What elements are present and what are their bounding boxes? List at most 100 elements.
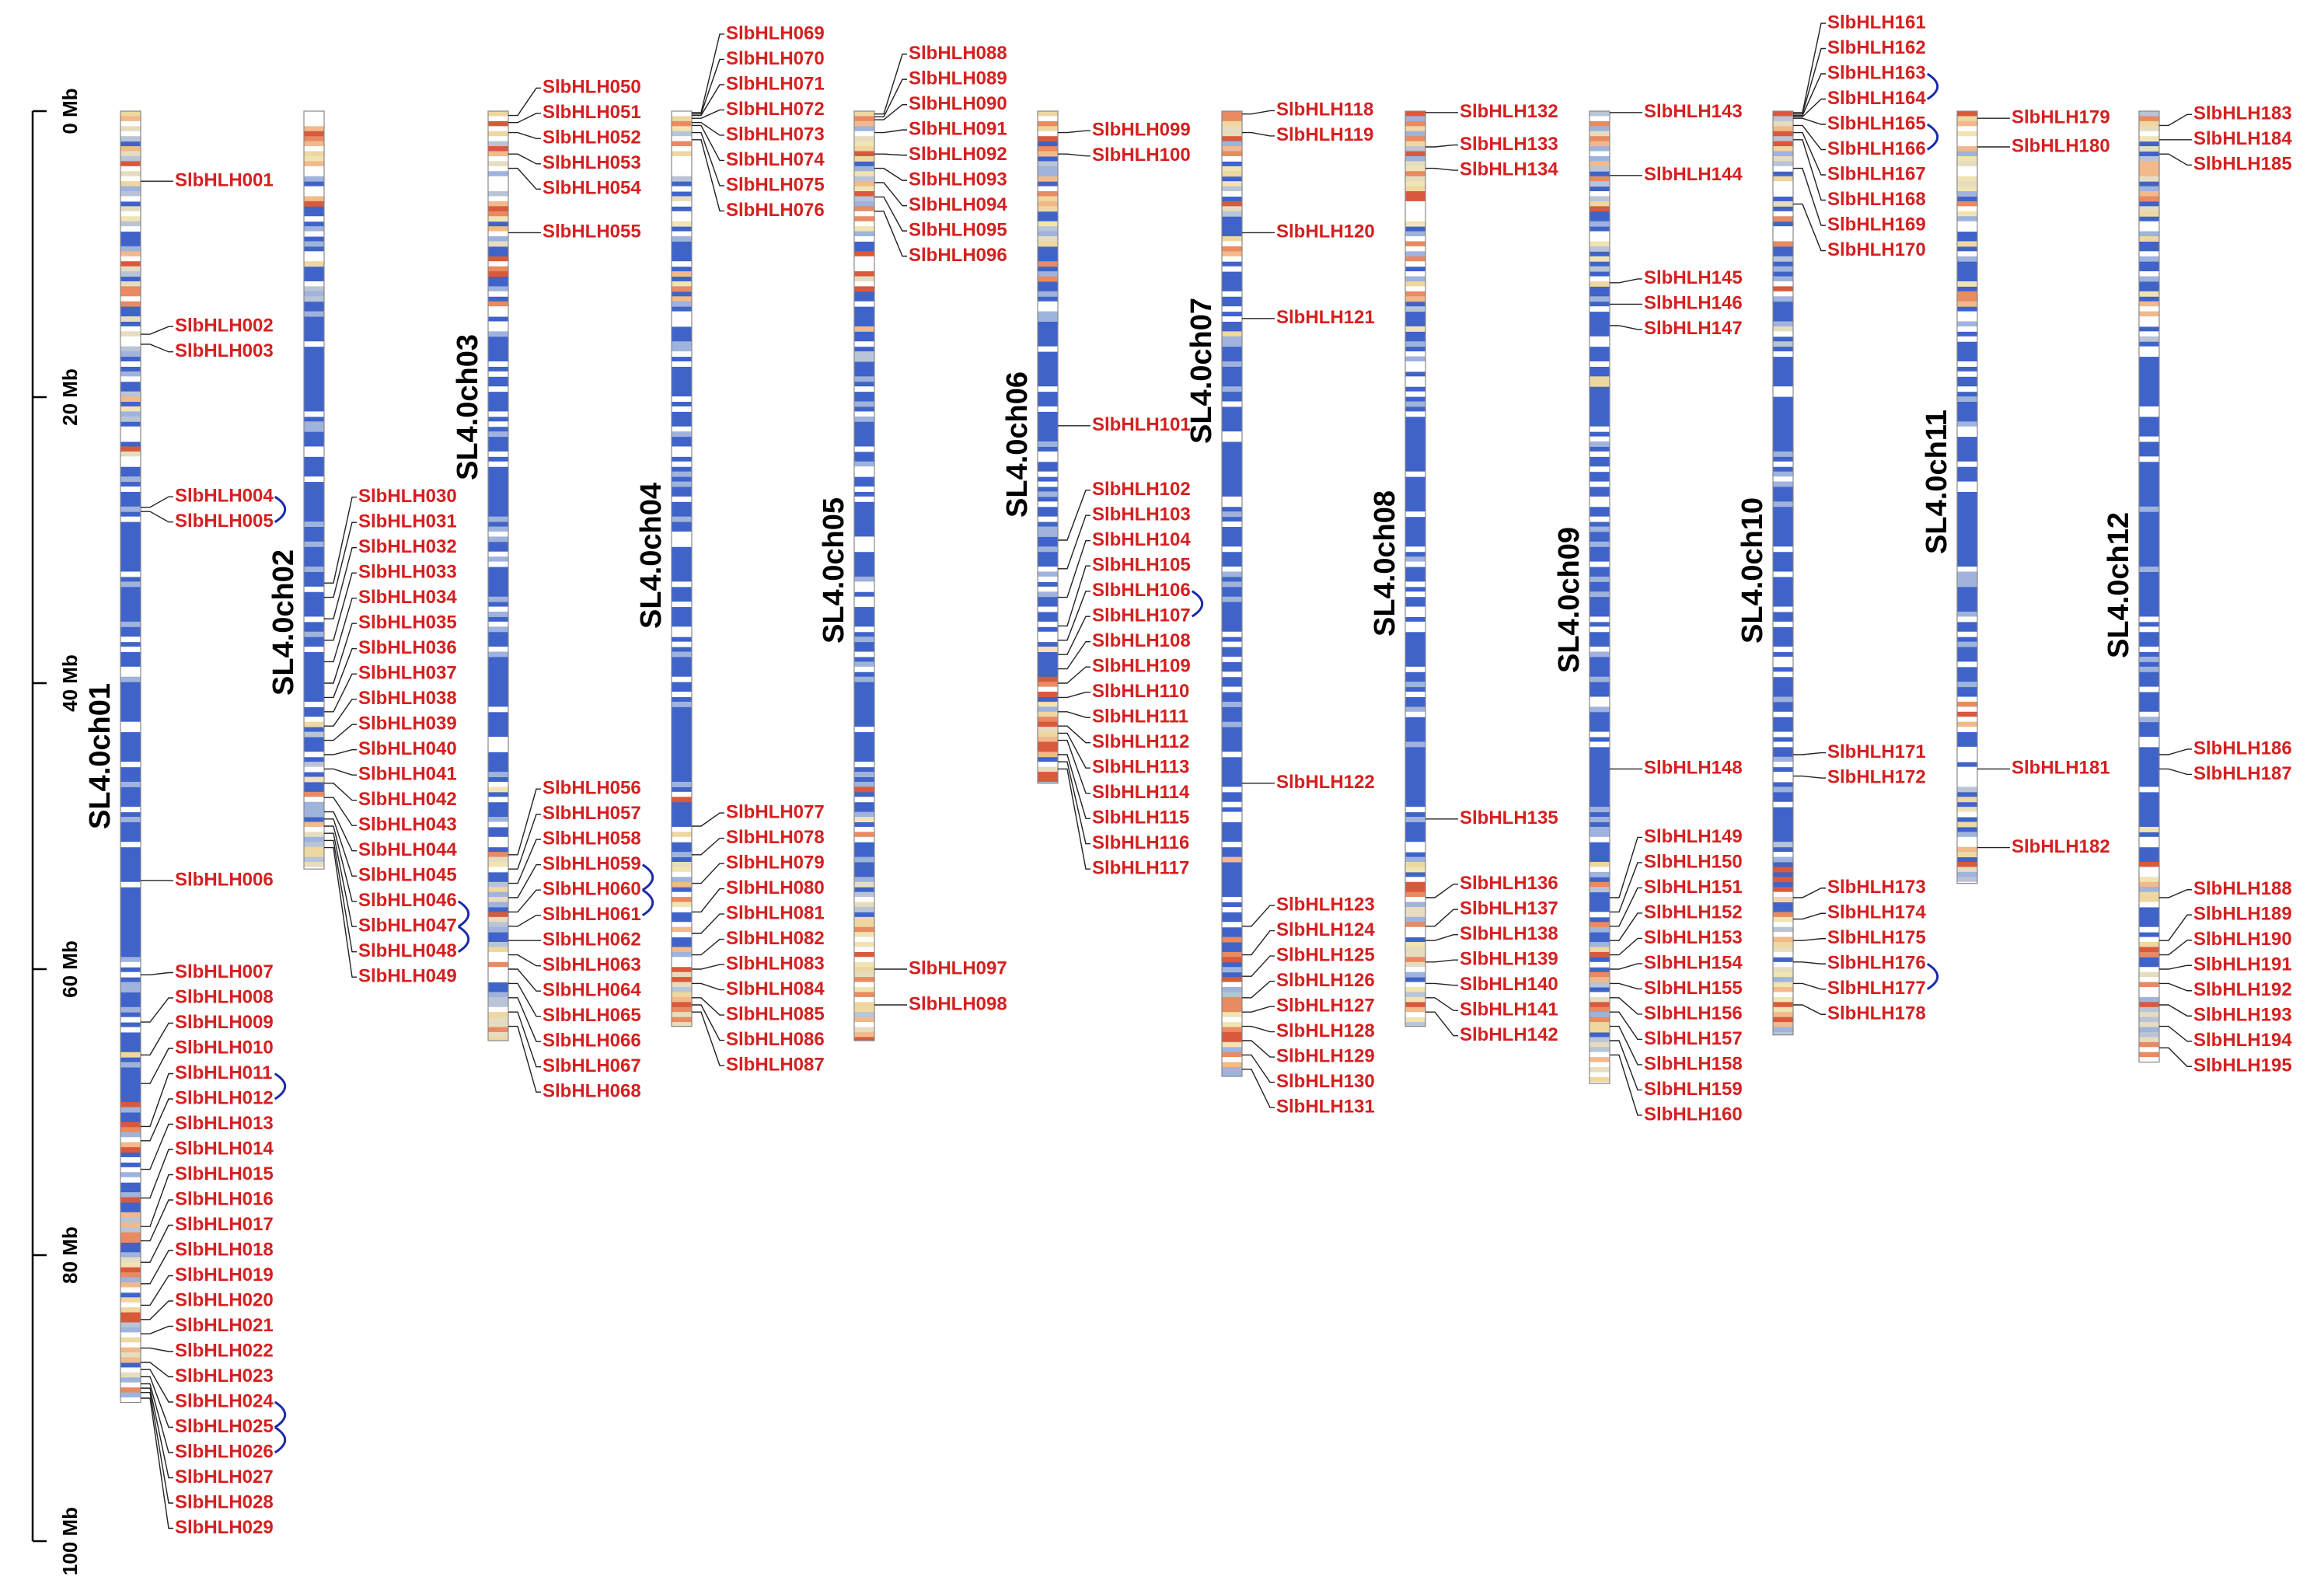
gene-connector — [692, 139, 724, 212]
density-band — [1038, 706, 1058, 713]
density-band — [1773, 756, 1793, 762]
density-band — [672, 791, 692, 797]
density-band — [488, 1017, 508, 1023]
gene-label: SlbHLH139 — [1460, 949, 1558, 970]
density-band — [672, 111, 692, 117]
density-band — [120, 881, 141, 888]
density-band — [488, 206, 508, 212]
gene-connector — [1610, 278, 1642, 284]
density-band — [120, 371, 141, 377]
density-band — [1038, 111, 1058, 117]
density-band — [120, 1172, 141, 1178]
gene-label: SlbHLH018 — [175, 1239, 274, 1260]
density-band — [120, 1302, 141, 1308]
density-band — [1957, 336, 1977, 342]
gene-label: SlbHLH129 — [1276, 1045, 1375, 1066]
density-band — [2139, 276, 2159, 282]
tandem-arc — [457, 900, 470, 928]
density-band — [854, 947, 874, 953]
density-band — [854, 987, 874, 992]
density-band — [1222, 992, 1242, 998]
density-band — [1589, 942, 1610, 947]
tandem-arc — [457, 925, 470, 953]
density-band — [2139, 1006, 2159, 1013]
gene-connector — [141, 1383, 173, 1453]
density-band — [488, 706, 508, 713]
density-band — [2139, 937, 2159, 943]
gene-connector — [1610, 912, 1642, 941]
density-band — [488, 922, 508, 928]
density-band — [1038, 206, 1058, 212]
density-band — [1405, 120, 1425, 127]
density-band — [488, 241, 508, 247]
density-band — [488, 746, 508, 752]
density-band — [672, 651, 692, 657]
gene-connector — [874, 53, 907, 115]
gene-connector — [1058, 640, 1090, 670]
density-band — [1405, 296, 1425, 302]
density-band — [854, 536, 874, 542]
density-band — [1773, 146, 1793, 152]
density-band — [854, 171, 874, 177]
gene-connector — [508, 813, 541, 870]
density-band — [1589, 826, 1610, 832]
density-band — [304, 766, 324, 773]
density-band — [1405, 856, 1425, 863]
density-band — [304, 541, 324, 547]
gene-label: SlbHLH025 — [175, 1416, 274, 1437]
density-band — [2139, 737, 2159, 742]
density-band — [1773, 476, 1793, 483]
gene-connector — [1610, 963, 1642, 970]
density-band — [1589, 221, 1610, 227]
gene-connector — [1242, 110, 1275, 115]
density-band — [1773, 982, 1793, 988]
gene-label: SlbHLH051 — [543, 102, 641, 123]
density-band — [488, 151, 508, 157]
density-band — [304, 256, 324, 262]
gene-connector — [874, 167, 907, 181]
density-band — [1589, 887, 1610, 893]
scale-tick-label: 100 Mb — [58, 1507, 82, 1575]
density-band — [854, 817, 874, 822]
density-band — [120, 331, 141, 337]
density-band — [120, 361, 141, 367]
density-band — [1405, 897, 1425, 903]
density-band — [1589, 236, 1610, 242]
density-band — [488, 531, 508, 537]
density-band — [120, 987, 141, 992]
gene-connector — [141, 1391, 173, 1504]
density-band — [2139, 1057, 2159, 1063]
gene-connector — [1242, 1025, 1275, 1033]
density-band — [1589, 971, 1610, 978]
density-band — [672, 932, 692, 938]
density-band — [1405, 276, 1425, 282]
density-band — [1957, 706, 1977, 713]
density-band — [672, 877, 692, 883]
density-band — [1957, 807, 1977, 813]
gene-label: SlbHLH105 — [1092, 554, 1191, 575]
density-band — [1773, 977, 1793, 983]
gene-connector — [692, 122, 724, 136]
density-band — [488, 836, 508, 842]
density-band — [1405, 1012, 1425, 1018]
density-band — [120, 346, 141, 352]
gene-label: SlbHLH160 — [1644, 1104, 1743, 1125]
density-band — [1222, 967, 1242, 973]
density-band — [854, 762, 874, 768]
density-band — [1038, 386, 1058, 392]
density-band — [1589, 426, 1610, 432]
density-band — [854, 131, 874, 137]
gene-connector — [2159, 1047, 2192, 1067]
gene-label: SlbHLH117 — [1092, 857, 1189, 878]
density-band — [1038, 676, 1058, 682]
density-band — [672, 926, 692, 933]
gene-connector — [141, 1300, 173, 1320]
density-band — [304, 296, 324, 302]
gene-connector — [1610, 1011, 1642, 1041]
density-band — [2139, 186, 2159, 192]
density-band — [1773, 961, 1793, 968]
density-band — [1773, 1002, 1793, 1008]
gene-label: SlbHLH040 — [358, 738, 457, 759]
density-band — [1405, 947, 1425, 953]
density-band — [854, 787, 874, 793]
